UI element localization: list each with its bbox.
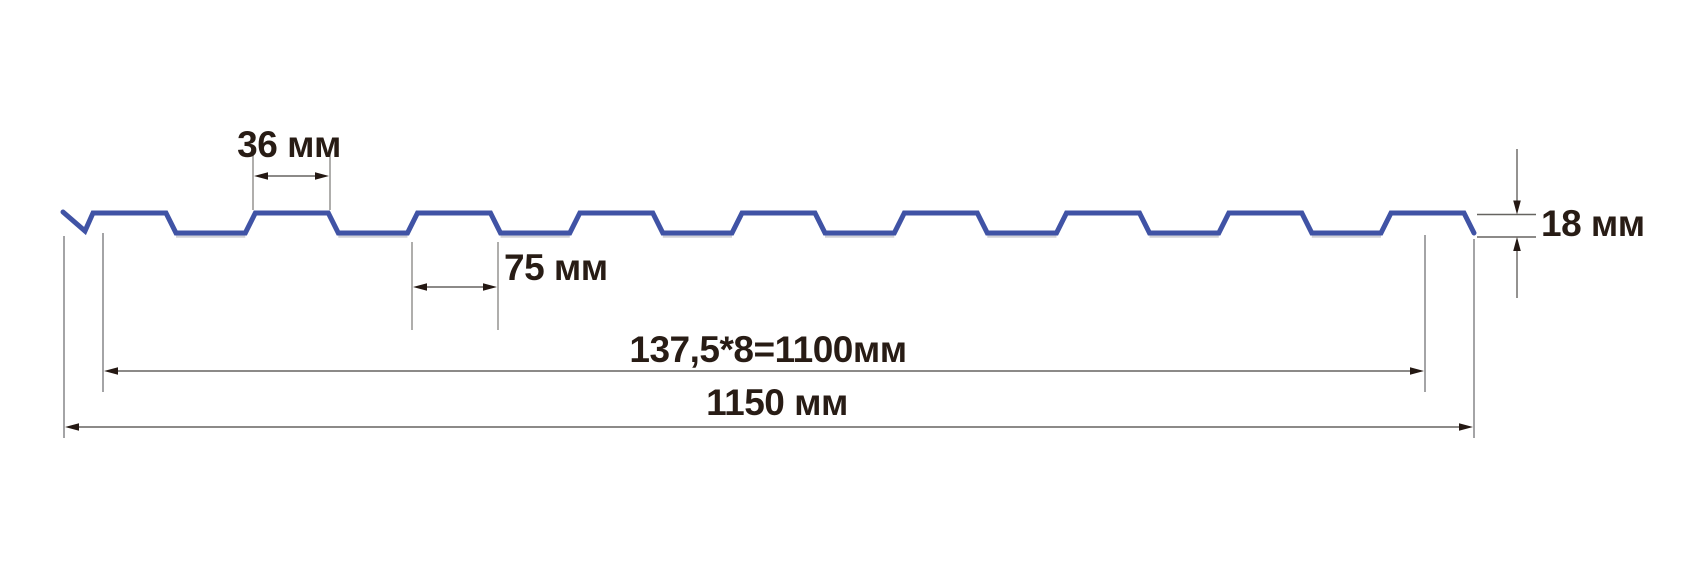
label-rib-bottom-width: 75 мм — [504, 247, 608, 288]
sheet-profile-line — [60, 209, 1477, 236]
dimension-overall-width — [63, 236, 1475, 438]
arrowhead-right — [483, 283, 497, 291]
arrowhead-right — [1410, 367, 1424, 375]
label-overall-width: 1150 мм — [706, 382, 848, 423]
arrowhead-right — [1459, 423, 1473, 431]
arrowhead-right — [315, 172, 329, 180]
arrowhead-left — [65, 423, 79, 431]
label-rib-top-width: 36 мм — [237, 124, 341, 165]
arrowhead-left — [254, 172, 268, 180]
label-module-width: 137,5*8=1100мм — [629, 329, 907, 370]
label-profile-height: 18 мм — [1541, 203, 1645, 244]
dimension-rib-top-width — [252, 147, 331, 210]
arrowhead-left — [413, 283, 427, 291]
dimension-rib-bottom-width — [411, 242, 499, 330]
arrowhead-down — [1513, 200, 1521, 215]
arrowhead-up — [1513, 237, 1521, 251]
arrowhead-left — [104, 367, 118, 375]
dimension-profile-height — [1477, 149, 1536, 298]
dimension-module-width — [102, 233, 1426, 392]
